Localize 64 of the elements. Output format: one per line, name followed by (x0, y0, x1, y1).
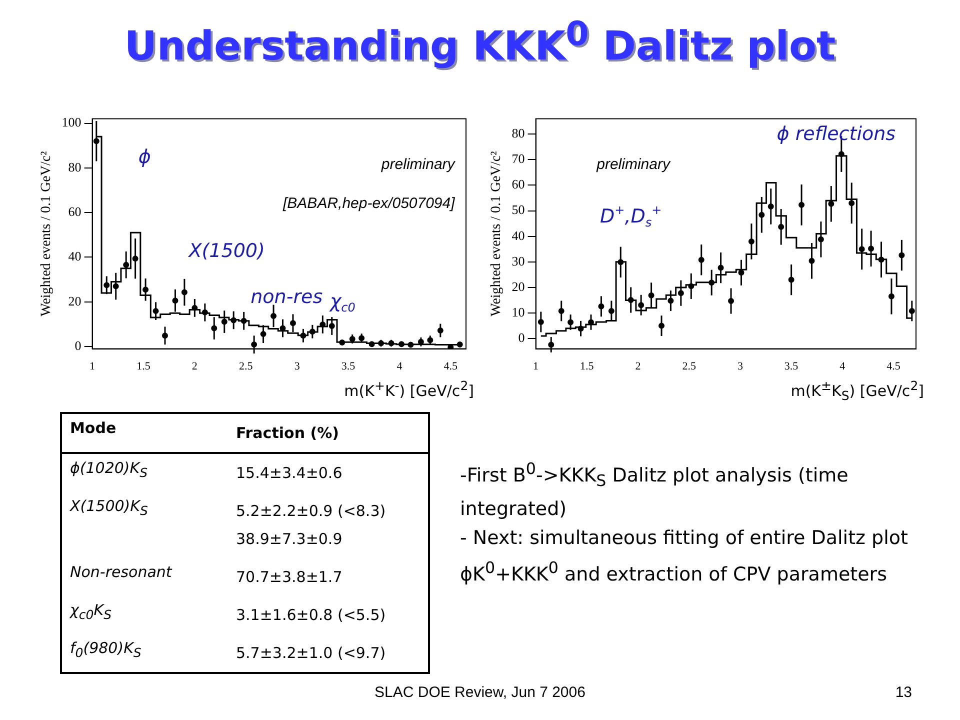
text: Understanding KKK$^{0}$ Dalitz plot (123, 14, 837, 70)
text: ϕ(1020)K$_{S}$ (69, 458, 149, 482)
x-tick-label: 1 (90, 360, 96, 372)
x-tick-label: 2.5 (239, 360, 254, 372)
y-tick-label: 80 (512, 126, 525, 141)
y-tick-label: 80 (68, 159, 82, 174)
text: f$_{0}$(980)K$_{S}$ (69, 638, 142, 662)
y-axis-title: Weighted events / 0.1 GeV/c² (39, 151, 54, 316)
x-tick-label: 3.5 (341, 360, 356, 372)
y-tick-label: 0 (518, 330, 525, 345)
text: Fraction (%) (235, 423, 340, 444)
text: 5.2±2.2±0.9 (<8.3) 38.9±7.3±0.9 (235, 501, 387, 550)
text: 15.4±3.4±0.6 (235, 463, 344, 484)
text: -First B$^{0}$->KKK$_{S}$ Dalitz plot analysis (time integrated) (460, 459, 848, 520)
text: Non-resonant (69, 562, 174, 583)
text: 5.7±3.2±1.0 (<9.7) (235, 643, 387, 664)
annotation: [BABAR,hep-ex/0507094] (282, 195, 456, 212)
text: - Next: simultaneous fitting of entire Dalitz plot ϕK$^{0}$+KKK$^{0}$ and extraction of CPV parameters (460, 526, 909, 588)
text: 70.7±3.8±1.7 (235, 567, 344, 588)
text: χ$_{c0}$K$_{S}$ (68, 600, 112, 624)
annotation: ϕ reflections (776, 122, 896, 145)
y-tick-label: 60 (512, 176, 525, 192)
x-tick-label: 4 (396, 360, 403, 372)
x-tick-label: 2 (192, 360, 198, 372)
x-tick-label: 2 (635, 360, 641, 372)
y-tick-label: 30 (512, 253, 525, 268)
y-tick-label: 70 (512, 151, 525, 166)
x-tick-label: 4.5 (886, 360, 901, 372)
y-tick-label: 50 (512, 202, 525, 218)
text: Mode (69, 418, 118, 439)
text: 3.1±1.6±0.8 (<5.5) (235, 605, 387, 626)
point (408, 342, 414, 348)
point (368, 341, 375, 348)
x-axis-title: m(K$^{+}$K$^{-}$) [GeV/c$^{2}$] (343, 378, 474, 400)
y-tick-label: 40 (512, 228, 525, 243)
text: 13 (895, 684, 912, 701)
annotation: preliminary (596, 156, 672, 173)
x-tick-label: 2.5 (682, 360, 696, 372)
x-tick-label: 3 (294, 360, 300, 372)
y-tick-label: 20 (68, 293, 82, 308)
y-tick-label: 0 (74, 338, 82, 353)
point (456, 342, 463, 348)
y-tick-label: 40 (68, 248, 82, 264)
x-tick-label: 3.5 (784, 360, 799, 372)
annotation: preliminary (380, 156, 456, 173)
annotation: ϕ (138, 146, 151, 168)
text: SLAC DOE Review, Jun 7 2006 (374, 684, 586, 701)
y-axis-title: Weighted events / 0.1 GeV/c² (489, 151, 504, 316)
x-axis-title: m(K$^{±}$K$_{S}$) [GeV/c$^{2}$] (790, 378, 924, 403)
y-tick-label: 20 (512, 278, 525, 294)
x-tick-label: 4 (840, 360, 846, 372)
annotation: non-res (250, 286, 323, 308)
x-tick-label: 3 (737, 360, 744, 372)
y-tick-label: 60 (68, 204, 82, 220)
point (398, 341, 404, 348)
x-tick-label: 4.5 (444, 360, 458, 372)
text: X(1500)K$_{S}$ (68, 496, 149, 520)
point (339, 340, 346, 346)
y-tick-label: 10 (512, 304, 525, 320)
x-tick-label: 1.5 (136, 360, 151, 372)
annotation: X(1500) (188, 240, 265, 262)
x-tick-label: 1 (533, 360, 539, 372)
x-tick-label: 1.5 (580, 360, 594, 372)
y-tick-label: 100 (62, 114, 82, 130)
